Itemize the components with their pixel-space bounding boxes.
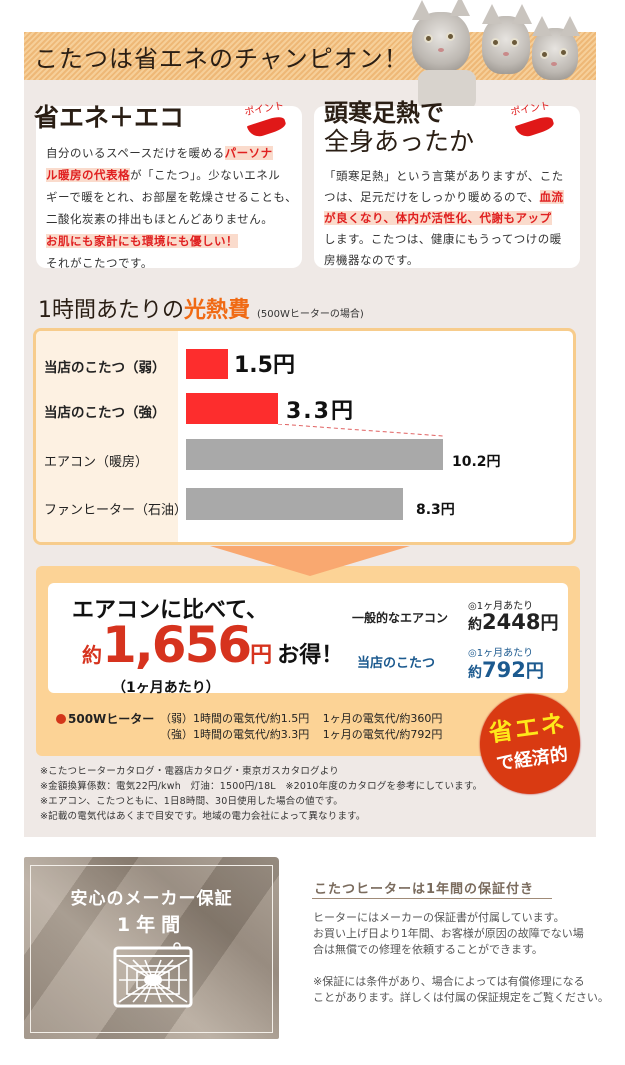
chart-title-accent: 光熱費 [184,298,251,323]
kitten-paws [418,70,476,110]
hourly-cost: 1時間の電気代/約3.3円 [193,728,310,741]
savings-value: 1,656 [102,616,252,674]
pointing-hand-icon [246,114,288,140]
kotatsu-heater-icon [113,942,193,1008]
savings-amount: 約1,656円 お得！ [82,620,343,670]
cost-bar-chart: 当店のこたつ（弱） 1.5円 当店のこたつ（強） 3.3円 エアコン（暖房） 1… [33,328,576,545]
bar-value: 10.2円 [452,454,501,470]
body-text: 「頭寒足熱」という言葉がありますが、こた [324,169,564,183]
point-card-health: 頭寒足熱で 全身あったか ポイント 「頭寒足熱」という言葉がありますが、こた つ… [314,99,580,271]
body-text: が「こたつ」。少ないエネル [130,168,281,182]
highlight-text: ル暖房の代表格 [46,168,130,182]
kitten-3 [532,16,580,80]
approx-label: 約 [468,665,482,681]
yen-unit: 円 [540,613,559,634]
bar-value: 1.5円 [234,353,295,378]
warranty-body: ヒーターにはメーカーの保証書が付属しています。 お買い上げ日より1年間、お客様が… [313,910,618,1006]
approx-label: 約 [468,617,482,633]
approx-label: 約 [82,643,102,667]
footnote: ※こたつヒーターカタログ・電器店カタログ・東京ガスカタログより [40,766,339,777]
warranty-text-line: お買い上げ日より1年間、お客様が原因の故障でない場 [313,927,584,940]
monthly-cost: 1ヶ月の電気代/約360円 [322,712,443,725]
kittens-illustration [400,0,600,110]
body-text: 二酸化炭素の排出もほとんどありません。 [46,212,274,226]
warranty-image-title: 安心のメーカー保証 [70,889,233,909]
warranty-image-years: 1年間 [116,914,187,936]
compare-value-aircon: 約2448円 [468,609,558,635]
bar-label: 当店のこたつ（弱） [44,360,166,376]
bar-fan-heater [186,488,403,520]
heater-label: 500Wヒーター [56,710,154,727]
savings-lead: エアコンに比べて、 [72,598,269,623]
highlight-text: パーソナ [224,146,273,160]
heater-label-text: 500Wヒーター [68,712,155,726]
compare-value: 2448 [482,610,541,634]
section-title: こたつは省エネのチャンピオン！ [34,44,409,73]
kitten-2 [482,4,532,74]
monthly-cost: 1ヶ月の電気代/約792円 [322,728,443,741]
warranty-heading-rule [312,898,552,899]
heading-line-2: 全身あったか [324,126,475,156]
hourly-cost: 1時間の電気代/約1.5円 [193,712,310,725]
compare-period: ◎1ヶ月あたり [468,648,534,659]
body-text: 房機器なのです。 [324,253,419,267]
body-text: それがこたつです。 [46,256,153,270]
yen-unit: 円 [525,661,544,682]
point-card-heading: 頭寒足熱で 全身あったか [324,99,475,156]
bar-aircon [186,439,443,470]
savings-period: （1ヶ月あたり） [112,680,220,696]
warranty-text-line: 合は無償での修理を依頼することができます。 [313,943,543,956]
footnotes: ※こたつヒーターカタログ・電器店カタログ・東京ガスカタログより ※金額換算係数：… [40,764,490,824]
compare-value: 792 [482,658,526,682]
savings-tail: お得！ [277,643,344,668]
footnote: ※金額換算係数：電気22円/kwh 灯油：1500円/18L ※2010年度のカ… [40,781,483,792]
bar-label: ファンヒーター（石油） [44,503,188,518]
heater-mode: （弱） [160,712,193,725]
chart-label-column [36,331,178,542]
compare-label-aircon: 一般的なエアコン [352,611,449,625]
bar-label: 当店のこたつ（強） [44,405,166,421]
point-card-eco: 省エネ＋エコ ポイント 自分のいるスペースだけを暖めるパーソナ ル暖房の代表格が… [34,101,302,270]
cost-chart-title: 1時間あたりの光熱費 (500Wヒーターの場合) [38,292,364,324]
body-text: 自分のいるスペースだけを暖める [46,146,225,160]
warranty-text-line: ※保証には条件があり、場合によっては有償修理になる [313,975,585,988]
warranty-text-line: ヒーターにはメーカーの保証書が付属しています。 [313,911,565,924]
chart-title-text: 1時間あたりの [38,298,184,323]
body-text: ギーで暖をとれ、お部屋を乾燥させることも、 [46,190,298,204]
point-card-heading: 省エネ＋エコ [34,103,185,132]
heater-detail-row: （弱）1時間の電気代/約1.5円 1ヶ月の電気代/約360円 [160,710,442,726]
compare-value-kotatsu: 約792円 [468,657,544,683]
footnote: ※エアコン、こたつともに、1日8時間、30日使用した場合の値です。 [40,796,343,807]
body-text: つは、足元だけをしっかり暖めるので、 [324,190,540,204]
warranty-text-line: ことがあります。詳しくは付属の保証規定をご覧ください。 [313,991,609,1004]
compare-label-kotatsu: 当店のこたつ [357,656,436,671]
warranty-heading: こたつヒーターは1年間の保証付き [314,882,535,897]
down-arrow-icon [210,546,410,576]
pointing-hand-icon [514,114,556,140]
body-text: します。こたつは、健康にもうってつけの暖 [324,232,562,246]
highlight-text: が良くなり、体内が活性化、代謝もアップ [324,211,552,225]
warranty-image-frame [30,865,273,1033]
highlight-text: お肌にも家計にも環境にも優しい！ [46,234,238,248]
compare-period: ◎1ヶ月あたり [468,601,534,612]
savings-card [48,583,568,693]
bar-kotatsu-low [186,349,228,379]
bar-kotatsu-high [186,393,278,424]
bar-label: エアコン（暖房） [44,455,149,470]
point-card-body: 自分のいるスペースだけを暖めるパーソナ ル暖房の代表格が「こたつ」。少ないエネル… [46,142,298,274]
chart-title-note: (500Wヒーターの場合) [257,309,364,320]
heater-detail-row: （強）1時間の電気代/約3.3円 1ヶ月の電気代/約792円 [160,726,442,742]
footnote: ※記載の電気代はあくまで目安です。地域の電力会社によって異なります。 [40,811,366,822]
heading-line-1: 頭寒足熱で [324,99,444,127]
bar-value: 3.3円 [286,399,355,424]
bullet-dot-icon [56,714,66,724]
highlight-text: 血流 [539,190,564,204]
yen-unit: 円 [250,643,273,668]
heater-mode: （強） [160,728,193,741]
kitten-1 [412,0,470,72]
point-card-body: 「頭寒足熱」という言葉がありますが、こた つは、足元だけをしっかり暖めるので、血… [324,166,576,271]
dashed-connector-line [278,424,444,437]
bar-value: 8.3円 [416,502,455,518]
